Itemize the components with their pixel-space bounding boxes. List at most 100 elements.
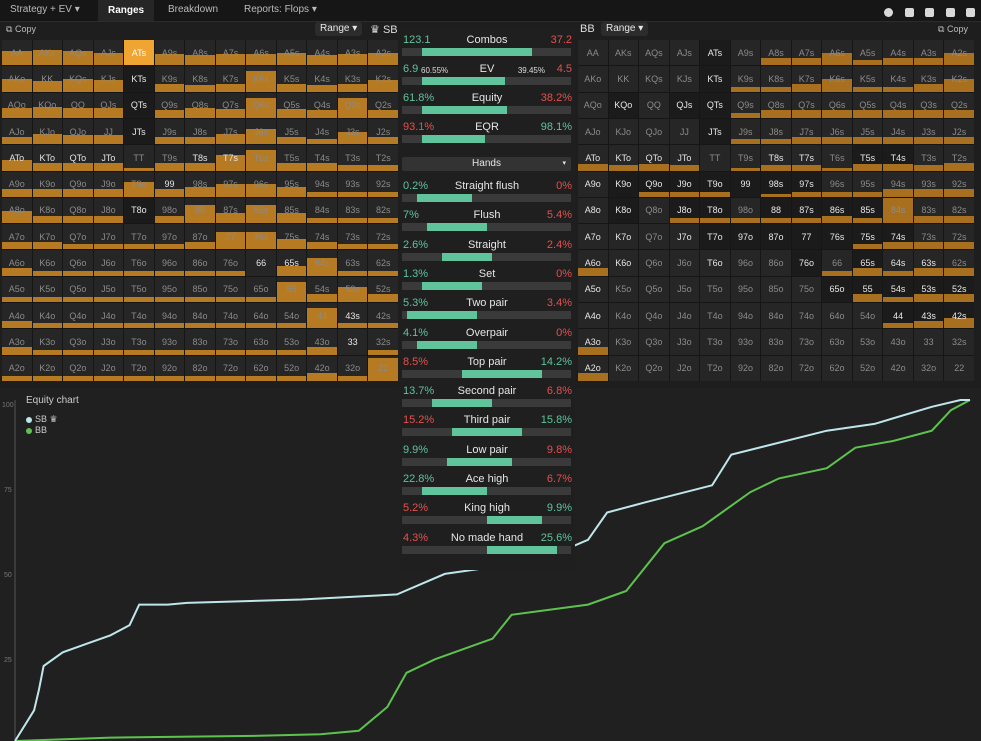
hand-cell[interactable]: J9o	[93, 171, 124, 197]
hand-cell[interactable]: J8o	[93, 197, 124, 224]
hand-cell[interactable]: 54o	[852, 303, 883, 329]
hand-cell[interactable]: 98o	[730, 197, 761, 224]
hand-cell[interactable]: 54o	[276, 303, 307, 329]
hand-cell[interactable]: KTo	[608, 145, 639, 171]
hand-cell[interactable]: 63o	[822, 329, 852, 355]
hand-cell[interactable]: 76s	[822, 224, 852, 250]
hand-cell[interactable]: 99	[154, 171, 185, 197]
hand-cell[interactable]: 22	[368, 355, 398, 381]
hand-cell[interactable]: Q9o	[639, 171, 669, 197]
hand-cell[interactable]: Q2o	[63, 355, 93, 381]
hand-cell[interactable]: 42s	[944, 303, 974, 329]
hand-cell[interactable]: 99	[730, 171, 761, 197]
hand-cell[interactable]: 44	[883, 303, 913, 329]
hand-cell[interactable]: 64o	[246, 303, 276, 329]
hand-cell[interactable]: T9o	[124, 171, 154, 197]
hand-cell[interactable]: T5o	[124, 276, 154, 303]
hand-cell[interactable]: Q9s	[154, 92, 185, 118]
hand-cell[interactable]: 97s	[791, 171, 822, 197]
hand-cell[interactable]: T7s	[215, 145, 246, 171]
hand-cell[interactable]: A7o	[2, 224, 32, 250]
hand-cell[interactable]: J8s	[185, 118, 215, 145]
hand-cell[interactable]: Q8s	[185, 92, 215, 118]
hand-cell[interactable]: A9s	[730, 40, 761, 66]
hand-cell[interactable]: AJo	[578, 118, 608, 145]
hand-cell[interactable]: K5o	[32, 276, 63, 303]
hand-cell[interactable]: A8o	[578, 197, 608, 224]
hand-cell[interactable]: KQo	[32, 92, 63, 118]
tab-reports-flops[interactable]: Reports: Flops ▾	[244, 4, 317, 15]
hand-cell[interactable]: 75o	[215, 276, 246, 303]
hand-cell[interactable]: T8o	[124, 197, 154, 224]
hand-cell[interactable]: AKs	[608, 40, 639, 66]
hand-cell[interactable]: K6s	[822, 66, 852, 92]
hand-cell[interactable]: AKo	[2, 66, 32, 92]
hand-cell[interactable]: 73o	[791, 329, 822, 355]
hand-cell[interactable]: KQs	[63, 66, 93, 92]
hand-cell[interactable]: QQ	[639, 92, 669, 118]
hand-cell[interactable]: Q6o	[639, 250, 669, 276]
hand-cell[interactable]: 98o	[154, 197, 185, 224]
hand-cell[interactable]: AQo	[578, 92, 608, 118]
hand-cell[interactable]: QTs	[700, 92, 730, 118]
hand-cell[interactable]: JTo	[93, 145, 124, 171]
hand-cell[interactable]: Q8s	[761, 92, 791, 118]
hand-cell[interactable]: 97s	[215, 171, 246, 197]
hand-cell[interactable]: T3o	[124, 329, 154, 355]
hand-cell[interactable]: 83s	[913, 197, 944, 224]
hand-cell[interactable]: K2o	[608, 355, 639, 381]
hand-cell[interactable]: K9s	[730, 66, 761, 92]
hand-cell[interactable]: 53s	[337, 276, 368, 303]
hand-cell[interactable]: J4o	[93, 303, 124, 329]
hand-cell[interactable]: JTs	[124, 118, 154, 145]
tab-ranges[interactable]: Ranges	[98, 0, 155, 21]
hand-cell[interactable]: Q5s	[852, 92, 883, 118]
hand-cell[interactable]: KJo	[32, 118, 63, 145]
hand-cell[interactable]: KJo	[608, 118, 639, 145]
hand-cell[interactable]: KTs	[124, 66, 154, 92]
hand-cell[interactable]: 55	[276, 276, 307, 303]
hand-cell[interactable]: KQs	[639, 66, 669, 92]
hand-cell[interactable]: T9s	[154, 145, 185, 171]
hand-cell[interactable]: J2s	[944, 118, 974, 145]
hand-cell[interactable]: 93o	[730, 329, 761, 355]
hand-cell[interactable]: 93s	[913, 171, 944, 197]
hand-cell[interactable]: T7s	[791, 145, 822, 171]
hand-cell[interactable]: K9o	[608, 171, 639, 197]
hand-cell[interactable]: A3o	[2, 329, 32, 355]
hand-cell[interactable]: T8o	[700, 197, 730, 224]
hand-cell[interactable]: K5o	[608, 276, 639, 303]
hand-cell[interactable]: 72s	[944, 224, 974, 250]
hand-cell[interactable]: A7s	[791, 40, 822, 66]
hand-cell[interactable]: A5s	[276, 40, 307, 66]
hand-cell[interactable]: T6s	[822, 145, 852, 171]
hand-cell[interactable]: AQo	[2, 92, 32, 118]
hand-cell[interactable]: T4s	[883, 145, 913, 171]
hand-cell[interactable]: 95s	[276, 171, 307, 197]
hand-cell[interactable]: 76o	[215, 250, 246, 276]
hand-cell[interactable]: 94o	[154, 303, 185, 329]
hand-cell[interactable]: A2s	[368, 40, 398, 66]
bb-copy-button[interactable]: ⧉ Copy	[938, 24, 968, 35]
hand-cell[interactable]: T9s	[730, 145, 761, 171]
hand-cell[interactable]: Q3o	[639, 329, 669, 355]
hand-cell[interactable]: 75s	[852, 224, 883, 250]
hand-cell[interactable]: 92s	[368, 171, 398, 197]
hand-cell[interactable]: 22	[944, 355, 974, 381]
bb-range-dropdown[interactable]: Range ▾	[601, 22, 649, 36]
hand-cell[interactable]: J9s	[730, 118, 761, 145]
hand-cell[interactable]: J5s	[276, 118, 307, 145]
hand-cell[interactable]: 64s	[307, 250, 337, 276]
hand-cell[interactable]: A6s	[246, 40, 276, 66]
hand-cell[interactable]: K3s	[337, 66, 368, 92]
hand-cell[interactable]: 83o	[761, 329, 791, 355]
hand-cell[interactable]: A4s	[883, 40, 913, 66]
hand-cell[interactable]: J5o	[669, 276, 700, 303]
hand-cell[interactable]: TT	[124, 145, 154, 171]
sb-copy-button[interactable]: ⧉ Copy	[6, 24, 36, 35]
hand-cell[interactable]: Q6o	[63, 250, 93, 276]
hand-cell[interactable]: KQo	[608, 92, 639, 118]
hand-cell[interactable]: 32s	[944, 329, 974, 355]
hand-cell[interactable]: 63s	[337, 250, 368, 276]
hand-cell[interactable]: 77	[791, 224, 822, 250]
